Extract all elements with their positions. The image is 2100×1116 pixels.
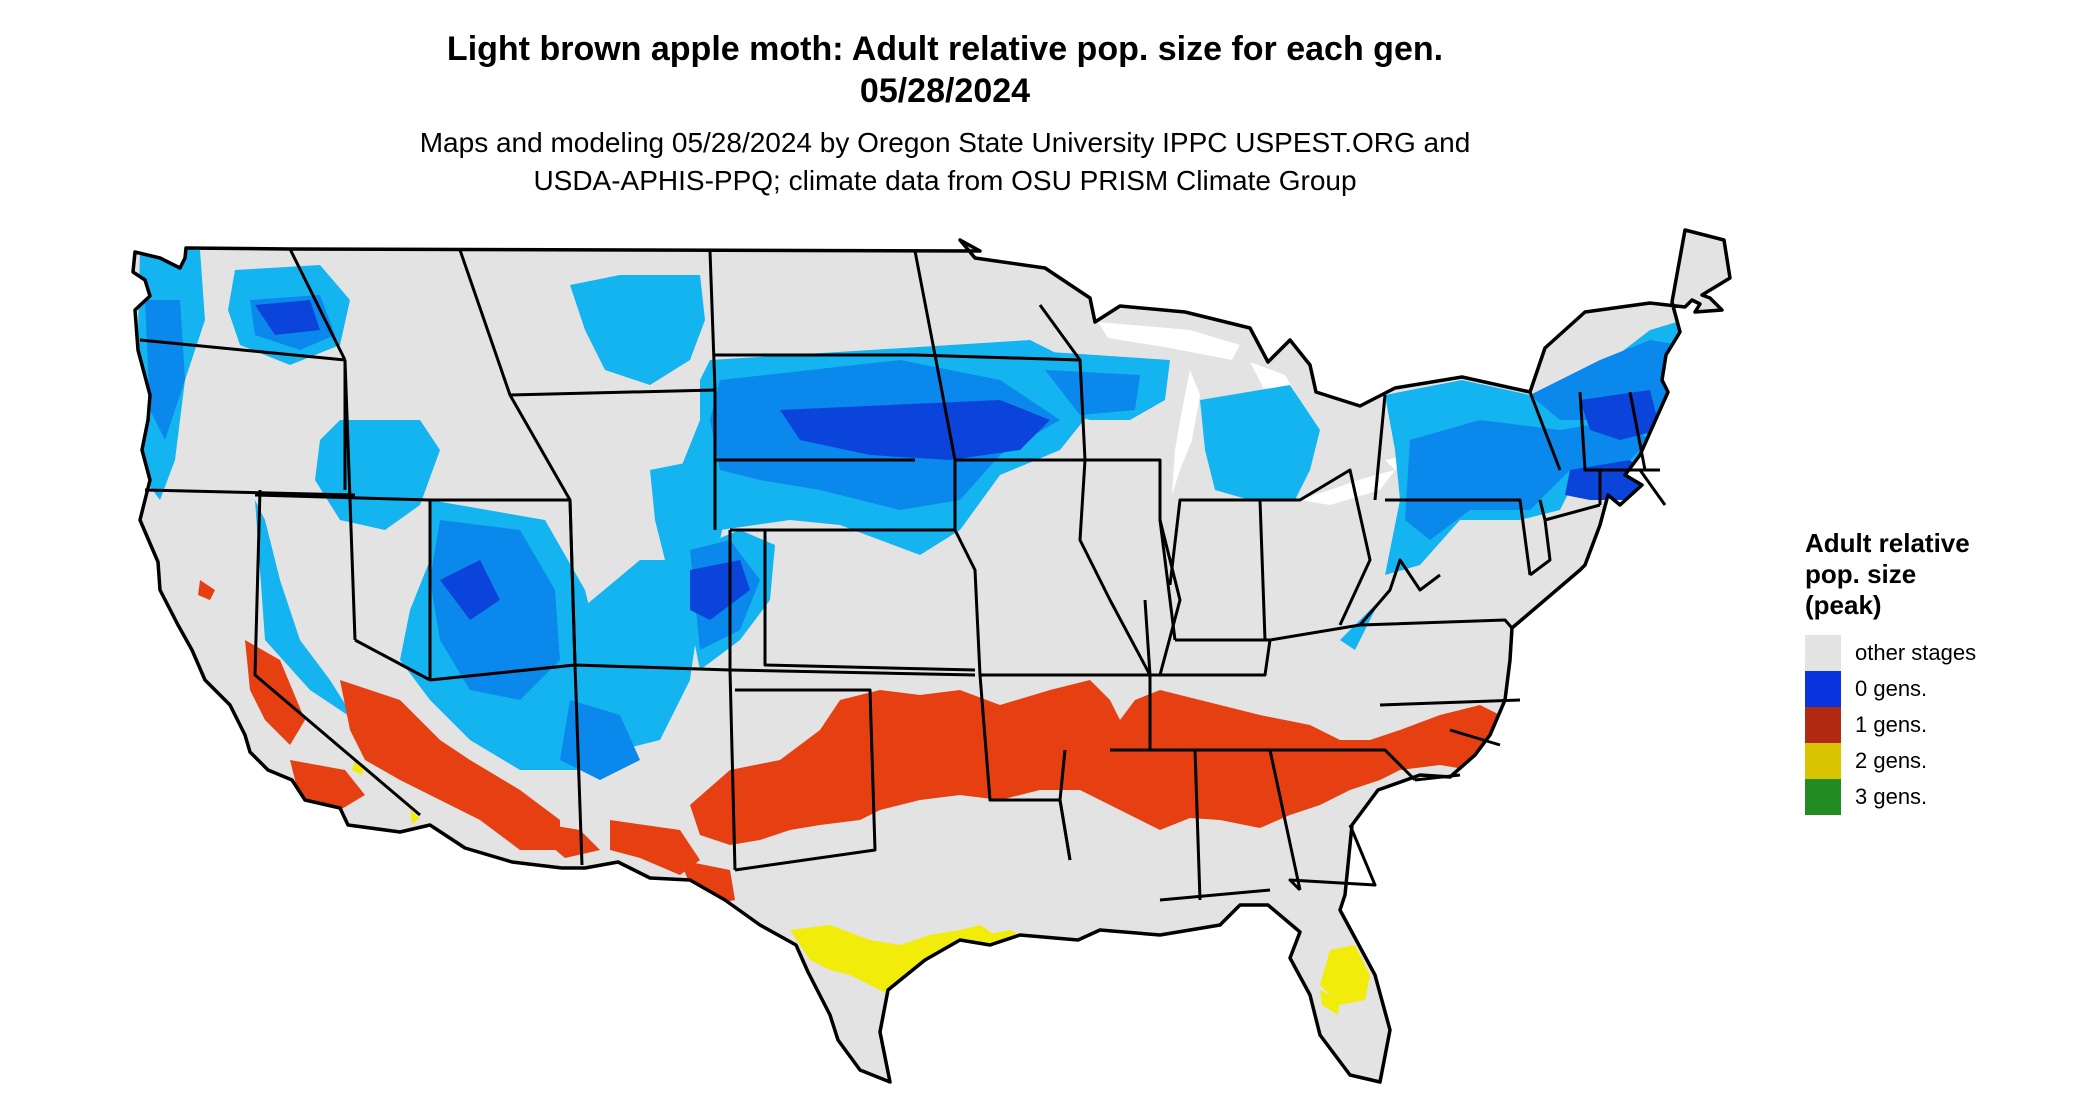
map-credit-line-2: USDA-APHIS-PPQ; climate data from OSU PR…	[533, 165, 1357, 196]
legend-label: 2 gens.	[1855, 748, 1928, 773]
legend-label: 1 gens.	[1855, 712, 1928, 737]
legend-swatch	[1805, 707, 1841, 743]
legend-item-other-stages: other stages	[1805, 635, 2065, 671]
legend-swatch	[1805, 779, 1841, 815]
legend-label: 0 gens.	[1855, 676, 1928, 701]
map-title-line-1: Light brown apple moth: Adult relative p…	[446, 30, 1444, 68]
legend-label: 3 gens.	[1855, 784, 1928, 809]
legend-title-line-2: pop. size	[1805, 559, 1917, 589]
land-mass	[133, 230, 1730, 1082]
zone-zero-gens-dark	[255, 300, 1660, 620]
us-pest-map	[131, 228, 1732, 1084]
legend-item-2-gens: 2 gens.	[1805, 743, 2065, 779]
legend-item-3-gens: 3 gens.	[1805, 779, 2065, 815]
legend-title-line-3: (peak)	[1805, 590, 1882, 620]
map-legend: Adult relative pop. size (peak) other st…	[1805, 528, 2065, 815]
legend-swatch	[1805, 671, 1841, 707]
legend-swatch	[1805, 635, 1841, 671]
pest-model-zones	[138, 250, 1700, 1082]
legend-title-line-1: Adult relative	[1805, 528, 1970, 558]
map-title-date: 05/28/2024	[859, 72, 1031, 110]
zone-one-gen	[198, 580, 1515, 905]
legend-label: other stages	[1855, 640, 1977, 665]
legend-item-0-gens: 0 gens.	[1805, 671, 2065, 707]
legend-items: other stages 0 gens. 1 gens. 2 gens. 3 g…	[1805, 635, 2065, 815]
state-borders	[139, 248, 1667, 902]
legend-swatch	[1805, 743, 1841, 779]
legend-item-1-gens: 1 gens.	[1805, 707, 2065, 743]
map-credit-line-1: Maps and modeling 05/28/2024 by Oregon S…	[419, 127, 1471, 158]
us-outline	[131, 228, 1732, 1084]
